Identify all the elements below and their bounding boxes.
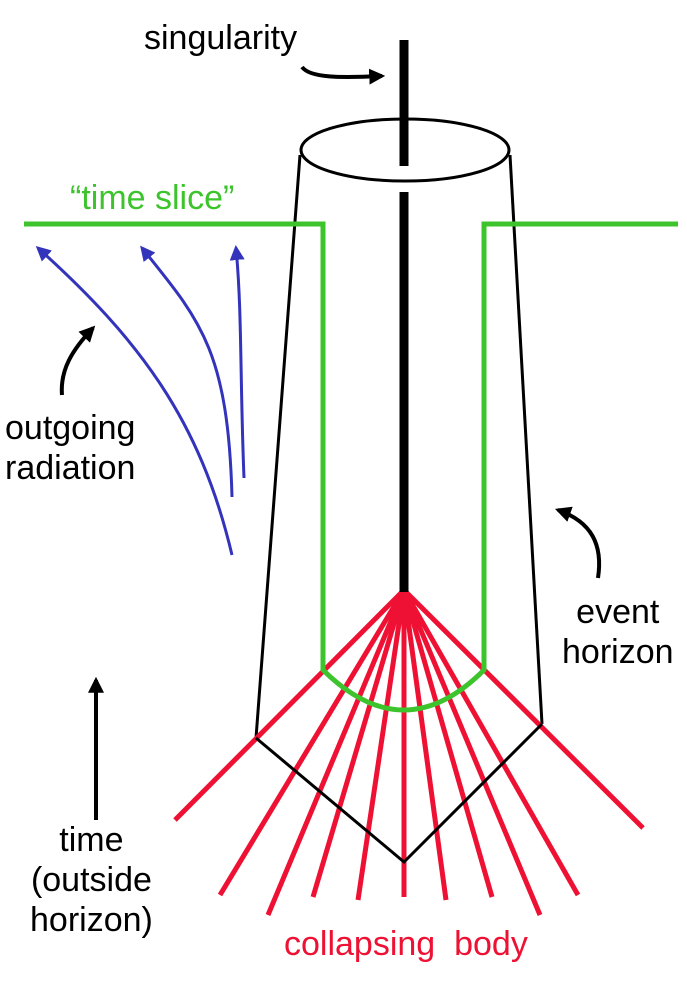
horizon-right-edge [508, 154, 544, 725]
body-line [217, 588, 407, 897]
radiation-arrow [229, 245, 246, 479]
outgoing-radiation-label: outgoing radiation [5, 408, 135, 488]
outgoing-radiation-line2: radiation [5, 449, 136, 488]
body-line [401, 589, 449, 901]
event-horizon-line2: horizon [562, 633, 674, 672]
collapsing-body-label: collapsing body [284, 925, 528, 963]
time-label-line3: horizon) [30, 901, 153, 940]
time-slice-curve [24, 221, 678, 713]
radiation-pointer-arrow [59, 325, 96, 396]
radiation-arrow [140, 245, 234, 498]
body-line [402, 588, 645, 830]
horizon-pointer-arrow [554, 506, 602, 579]
body-line [401, 589, 543, 916]
horizon-base-v [255, 722, 544, 865]
time-label-line1: time [59, 821, 124, 859]
outgoing-radiation-line1: outgoing [5, 409, 136, 447]
radiation-arrow [35, 245, 234, 556]
collapsing-body-lines [173, 588, 645, 916]
body-line [173, 588, 406, 822]
horizon-left-edge [254, 154, 302, 739]
body-line [401, 589, 495, 898]
singularity-label: singularity [144, 19, 298, 57]
body-line [355, 589, 407, 901]
time-label: time (outside horizon) [30, 820, 153, 940]
outgoing-radiation-arrows [35, 245, 246, 556]
event-horizon-label: event horizon [562, 592, 674, 672]
body-line [401, 588, 581, 897]
time-label-line2: (outside [30, 861, 152, 900]
body-line [310, 589, 407, 898]
event-horizon-line1: event [576, 593, 660, 631]
body-line [265, 589, 407, 916]
singularity-pointer-arrow [300, 65, 386, 85]
time-slice-label: “time slice” [70, 179, 235, 217]
